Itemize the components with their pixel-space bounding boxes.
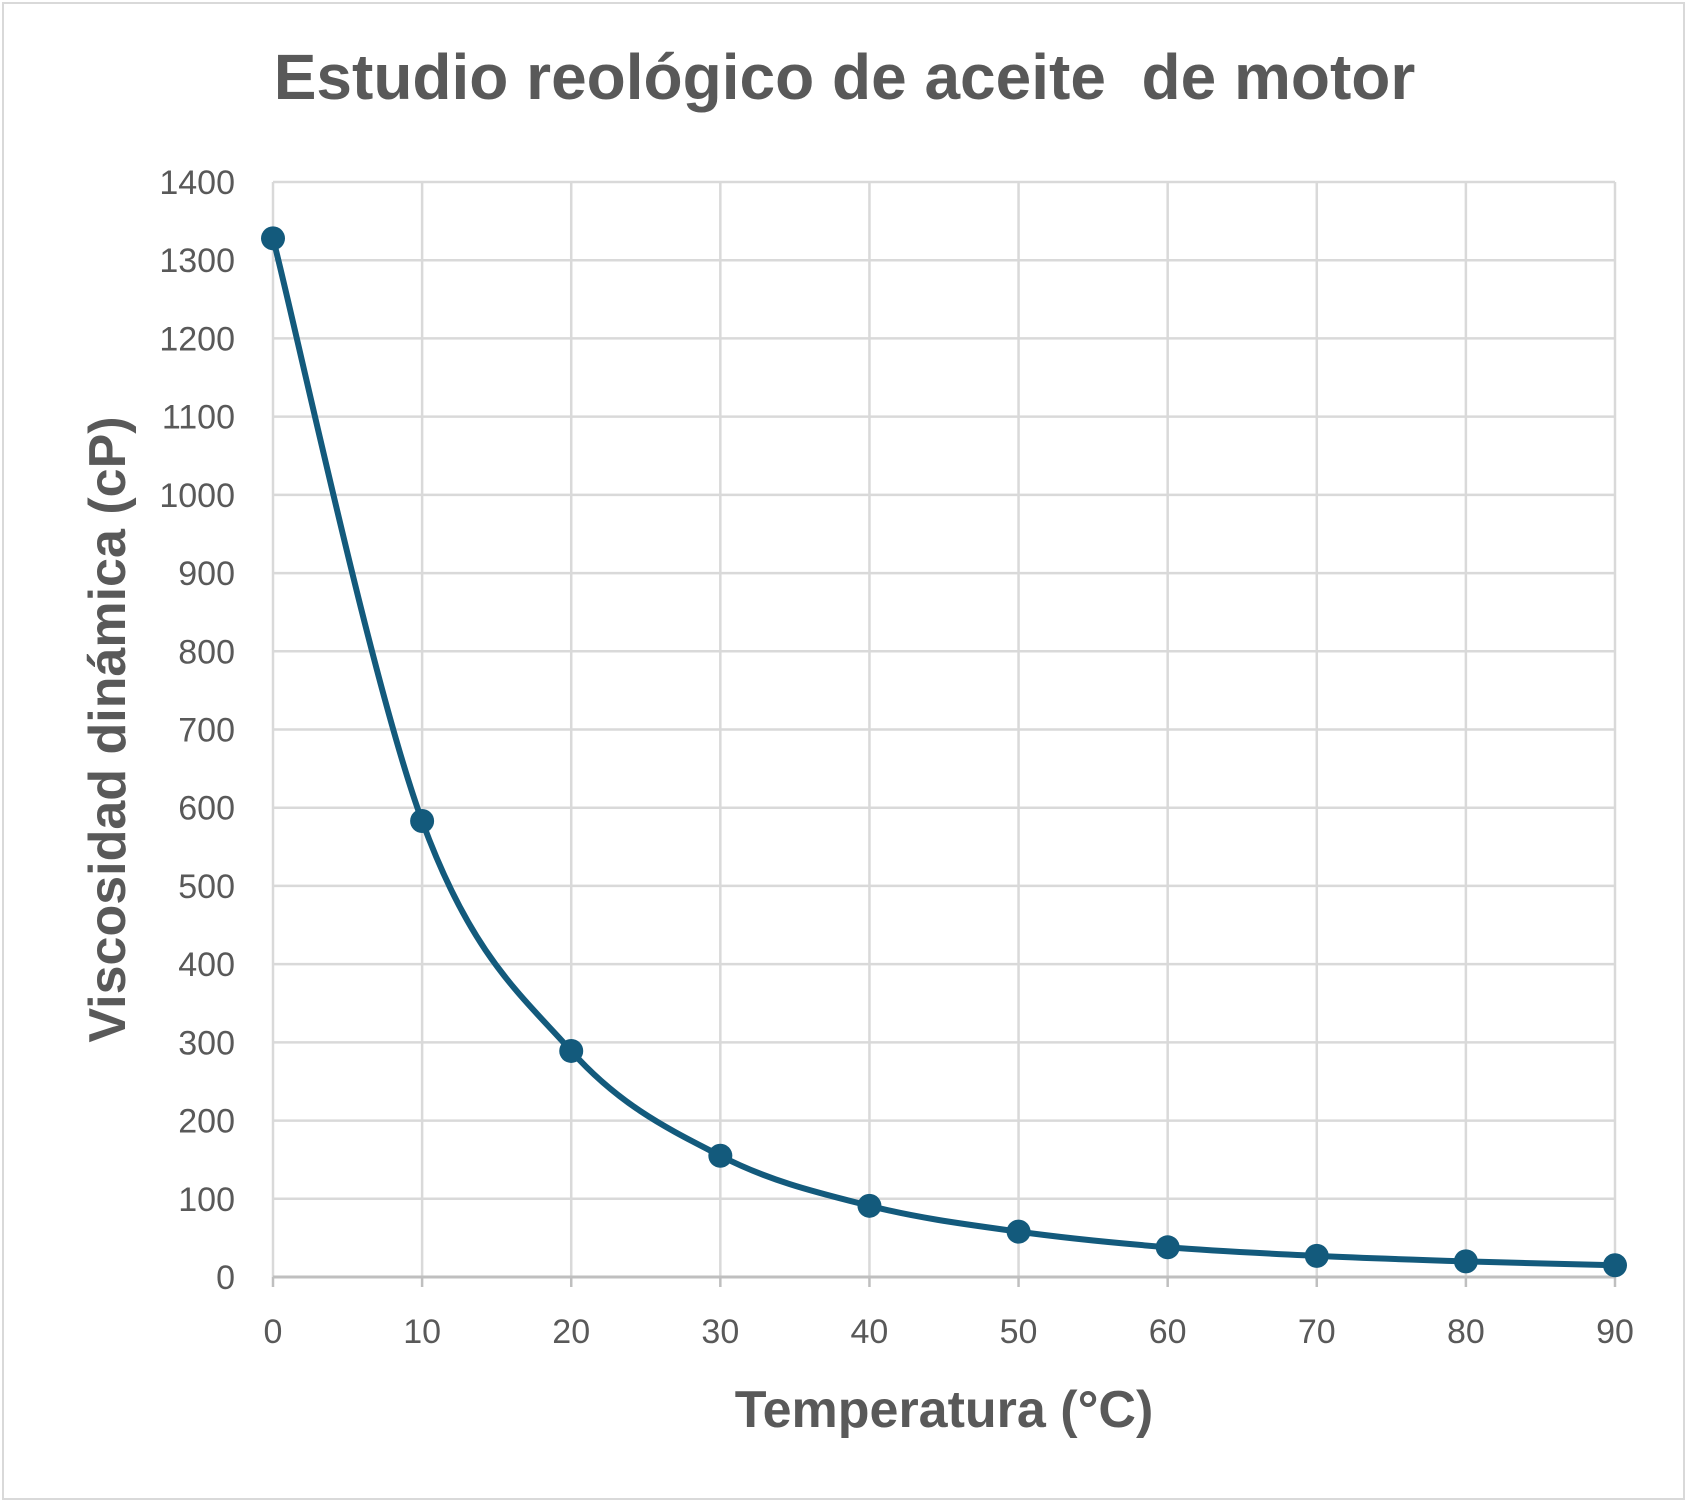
data-series [261, 226, 1627, 1278]
y-tick-label: 100 [178, 1181, 235, 1219]
y-tick-label: 500 [178, 868, 235, 906]
y-tick-label: 300 [178, 1024, 235, 1062]
x-tick-label: 90 [1596, 1313, 1634, 1351]
y-tick-label: 400 [178, 946, 235, 984]
y-tick-label: 700 [178, 712, 235, 750]
x-tick-label: 10 [403, 1313, 441, 1351]
data-point [1453, 1249, 1478, 1274]
x-axis-title: Temperatura (°C) [735, 1381, 1154, 1439]
x-tick-label: 20 [552, 1313, 590, 1351]
tick-labels: 0 10 20 30 40 50 60 70 80 90010020030040050060070… [159, 164, 1634, 1351]
y-tick-label: 600 [178, 790, 235, 828]
y-tick-label: 0 [216, 1259, 235, 1297]
data-point [857, 1193, 882, 1218]
data-point [559, 1038, 584, 1063]
x-tick-label: 50 [1000, 1313, 1038, 1351]
y-tick-label: 1000 [159, 477, 235, 515]
data-point [1304, 1243, 1329, 1268]
y-tick-label: 1400 [159, 164, 235, 202]
y-tick-label: 1200 [159, 320, 235, 358]
series-line [270, 235, 1618, 1269]
data-point [261, 226, 285, 251]
axes [271, 182, 1617, 1287]
data-point [1603, 1253, 1627, 1278]
data-point [1006, 1219, 1031, 1244]
y-tick-label: 800 [178, 633, 235, 671]
chart-title: Estudio reológico de aceite de motor [273, 41, 1416, 113]
x-tick-label: 70 [1298, 1313, 1336, 1351]
data-point [410, 809, 435, 834]
x-tick-label: 80 [1447, 1313, 1485, 1351]
y-axis-title: Viscosidad dinámica (cP) [79, 416, 137, 1042]
y-tick-label: 900 [178, 555, 235, 593]
x-tick-label: 0 [264, 1313, 283, 1351]
x-tick-label: 60 [1149, 1313, 1187, 1351]
y-tick-label: 200 [178, 1103, 235, 1141]
data-point [708, 1143, 733, 1168]
y-tick-label: 1100 [162, 399, 235, 437]
x-tick-label: 30 [701, 1313, 739, 1351]
y-tick-label: 1300 [159, 242, 235, 280]
grid-lines [273, 180, 1617, 1277]
x-tick-label: 40 [851, 1313, 889, 1351]
data-point [1155, 1235, 1180, 1260]
